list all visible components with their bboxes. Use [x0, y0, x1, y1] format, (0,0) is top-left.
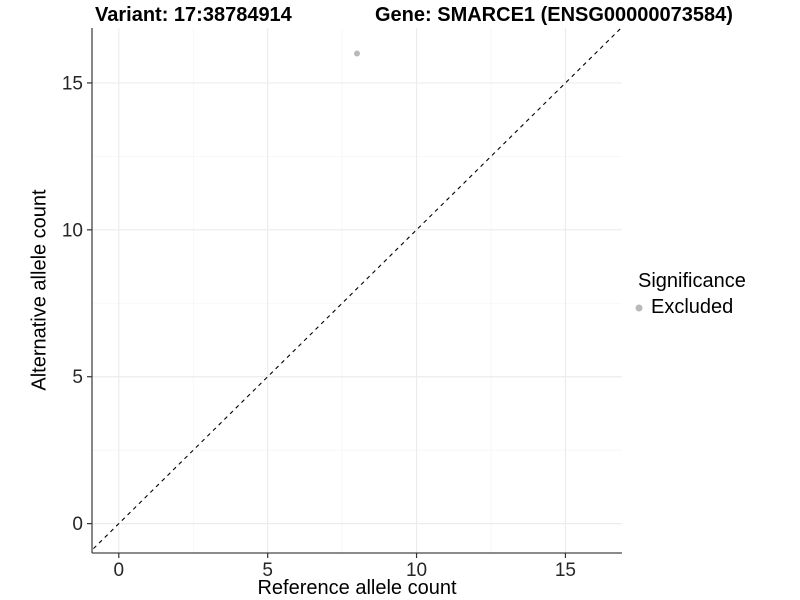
y-tick-label: 10	[62, 220, 83, 241]
x-tick-label: 0	[114, 560, 125, 581]
gene-title: Gene: SMARCE1 (ENSG00000073584)	[375, 4, 733, 26]
y-tick-label: 0	[72, 514, 83, 535]
y-axis-title: Alternative allele count	[28, 189, 51, 391]
legend-item-label: Excluded	[651, 296, 734, 318]
legend-key	[630, 299, 647, 316]
y-tick-label: 15	[62, 73, 83, 94]
data-point	[354, 50, 360, 57]
legend-item-excluded: Excluded	[630, 296, 746, 319]
x-tick-label: 15	[555, 560, 576, 581]
legend: Significance Excluded	[630, 270, 746, 319]
variant-title: Variant: 17:38784914	[95, 4, 292, 26]
identity-dashed-line	[92, 28, 622, 551]
legend-title: Significance	[638, 270, 746, 292]
y-tick-label: 5	[72, 367, 83, 388]
x-axis-title: Reference allele count	[257, 577, 457, 599]
panel-background	[92, 28, 622, 553]
excluded-point-icon	[635, 304, 642, 311]
x-tick-label: 5	[262, 560, 273, 581]
x-tick-label: 10	[406, 560, 427, 581]
